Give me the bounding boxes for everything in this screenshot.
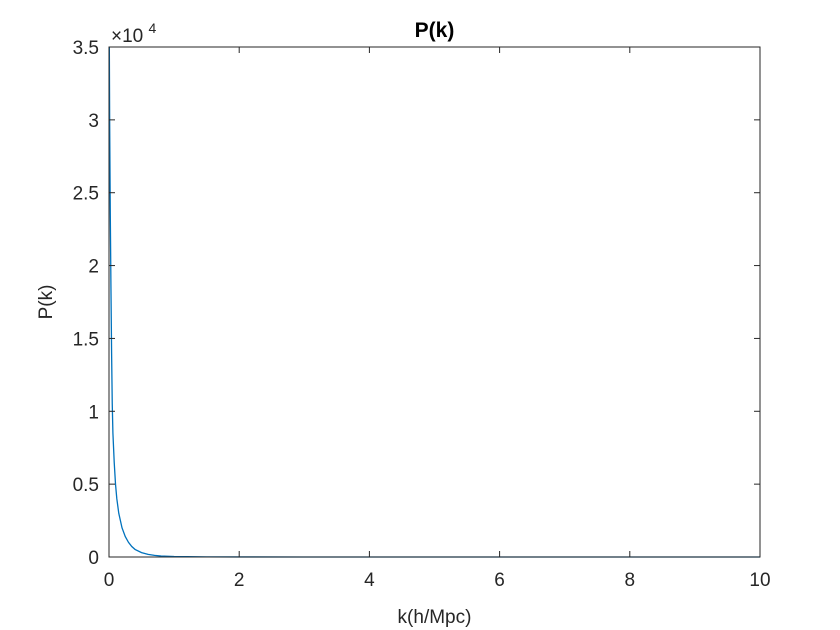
y-tick-label: 1.5 xyxy=(73,329,99,350)
x-tick-label: 10 xyxy=(749,570,770,591)
y-axis: 0 0.5 1 1.5 2 2.5 3 3.5 xyxy=(73,38,760,569)
axes-box xyxy=(108,46,761,558)
y-tick-label: 0 xyxy=(88,548,99,569)
x-tick-label: 0 xyxy=(104,570,115,591)
y-axis-exponent: ×10 4 xyxy=(111,20,157,47)
plot-area xyxy=(109,47,760,557)
y-exponent-base: ×10 xyxy=(111,26,143,47)
y-tick-label: 3 xyxy=(88,111,99,132)
y-tick-label: 0.5 xyxy=(73,475,99,496)
y-exponent-power: 4 xyxy=(149,20,157,36)
y-tick-label: 2 xyxy=(88,257,99,278)
y-tick-label: 1 xyxy=(88,402,99,423)
x-tick-label: 8 xyxy=(625,570,636,591)
chart-title: P(k) xyxy=(415,19,455,42)
y-tick-label: 2.5 xyxy=(73,184,99,205)
y-tick-label: 3.5 xyxy=(73,38,99,59)
x-tick-label: 2 xyxy=(234,570,245,591)
x-tick-label: 6 xyxy=(494,570,505,591)
x-axis: 0 2 4 6 8 10 xyxy=(104,47,771,591)
x-tick-label: 4 xyxy=(364,570,375,591)
x-axis-label: k(h/Mpc) xyxy=(398,607,472,628)
y-axis-label: P(k) xyxy=(36,285,57,320)
